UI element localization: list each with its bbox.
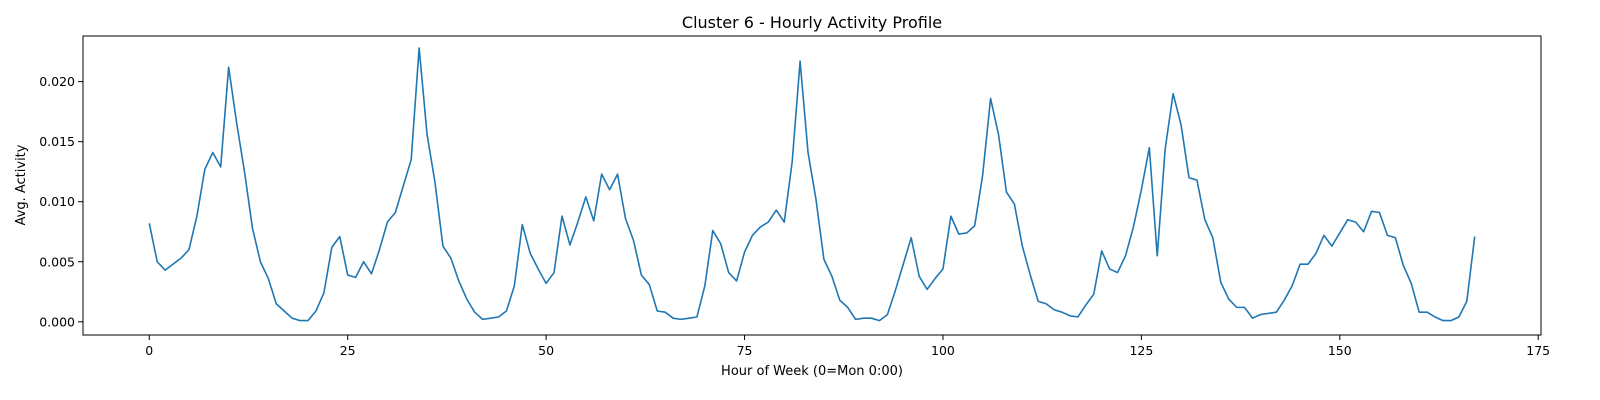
y-tick-label: 0.005 xyxy=(39,254,75,269)
x-tick-label: 25 xyxy=(340,343,356,358)
x-tick-label: 175 xyxy=(1526,343,1550,358)
x-tick-label: 0 xyxy=(145,343,153,358)
x-tick-label: 75 xyxy=(737,343,753,358)
x-tick-label: 50 xyxy=(538,343,554,358)
x-tick-label: 100 xyxy=(931,343,955,358)
y-tick-label: 0.000 xyxy=(39,314,75,329)
chart-title: Cluster 6 - Hourly Activity Profile xyxy=(682,13,942,32)
y-tick-label: 0.015 xyxy=(39,134,75,149)
x-tick-label: 125 xyxy=(1129,343,1153,358)
x-tick-label: 150 xyxy=(1328,343,1352,358)
y-axis-label: Avg. Activity xyxy=(14,144,29,225)
series-line-0 xyxy=(148,47,1476,322)
plot-area xyxy=(82,35,1542,336)
y-axis-ticks: 0.000 0.005 0.010 0.015 0.020 xyxy=(39,74,83,329)
x-axis-ticks: 0 25 50 75 100 125 150 175 xyxy=(145,335,1550,358)
x-axis-label: Hour of Week (0=Mon 0:00) xyxy=(721,364,903,379)
plot-frame xyxy=(82,35,1542,336)
y-tick-label: 0.010 xyxy=(39,194,75,209)
y-tick-label: 0.020 xyxy=(39,74,75,89)
